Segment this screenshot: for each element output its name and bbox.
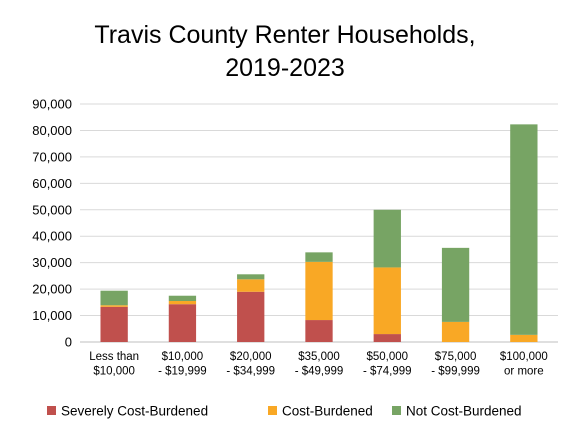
y-tick-label: 90,000 (32, 97, 72, 112)
bar-severely-cost-burdened-0 (100, 306, 128, 342)
bar-cost-burdened-0 (100, 305, 128, 307)
x-tick-label: $50,000 (366, 351, 408, 363)
bar-not-cost-burdened-4 (373, 209, 401, 268)
chart-title: Travis County Renter Households, 2019-20… (94, 21, 475, 82)
bar-not-cost-burdened-3 (305, 252, 333, 262)
legend-label: Cost-Burdened (282, 404, 373, 419)
bar-not-cost-burdened-5 (441, 247, 470, 322)
y-tick-label: 10,000 (32, 308, 72, 323)
x-tick-label: $20,000 (230, 351, 272, 363)
legend-label: Severely Cost-Burdened (61, 404, 208, 419)
bars (100, 124, 538, 342)
bar-severely-cost-burdened-4 (373, 334, 401, 342)
legend: Severely Cost-Burdened Cost-Burdened Not C… (47, 404, 522, 419)
x-tick-label: - $74,999 (363, 366, 412, 378)
legend-swatch (268, 406, 277, 415)
bar-cost-burdened-4 (373, 267, 401, 335)
y-tick-label: 80,000 (32, 123, 72, 138)
x-tick-label: - $34,999 (226, 366, 275, 378)
bar-not-cost-burdened-6 (510, 124, 538, 335)
gridlines (80, 103, 558, 343)
x-tick-label: Less than (89, 351, 139, 363)
x-tick-label: - $19,999 (158, 366, 207, 378)
x-tick-label: $10,000 (93, 366, 135, 378)
x-tick-label: - $49,999 (295, 366, 344, 378)
y-tick-label: 70,000 (32, 149, 72, 164)
bar-cost-burdened-2 (237, 279, 265, 292)
x-axis: Less than $10,000 $10,000 - $19,999 $20,000 -… (89, 351, 548, 378)
y-axis: 0 10,000 20,000 30,000 40,000 50,000 60,000 70,… (32, 97, 72, 350)
legend-label: Not Cost-Burdened (406, 404, 522, 419)
bar-severely-cost-burdened-1 (168, 304, 197, 342)
bar-not-cost-burdened-2 (237, 274, 265, 280)
bar-severely-cost-burdened-3 (305, 320, 333, 342)
bar-cost-burdened-5 (441, 321, 470, 342)
y-tick-label: 0 (65, 335, 72, 350)
bar-cost-burdened-1 (168, 301, 197, 305)
x-tick-label: - $99,999 (431, 366, 480, 378)
x-tick-label: $100,000 (500, 351, 548, 363)
x-tick-label: $75,000 (435, 351, 477, 363)
x-tick-label: $10,000 (162, 351, 204, 363)
y-tick-label: 20,000 (32, 282, 72, 297)
chart-title-line-1: Travis County Renter Households, (94, 21, 475, 49)
legend-swatch (392, 406, 401, 415)
x-tick-label: $35,000 (298, 351, 340, 363)
y-tick-label: 50,000 (32, 202, 72, 217)
y-tick-label: 60,000 (32, 176, 72, 191)
bar-not-cost-burdened-1 (168, 295, 197, 302)
legend-swatch (47, 406, 56, 415)
bar-cost-burdened-6 (510, 334, 538, 342)
bar-not-cost-burdened-0 (100, 290, 128, 306)
bar-severely-cost-burdened-2 (237, 291, 265, 342)
chart-title-line-2: 2019-2023 (225, 54, 345, 82)
x-tick-label: or more (504, 366, 544, 378)
y-tick-label: 30,000 (32, 255, 72, 270)
y-tick-label: 40,000 (32, 229, 72, 244)
bar-cost-burdened-3 (305, 261, 333, 321)
